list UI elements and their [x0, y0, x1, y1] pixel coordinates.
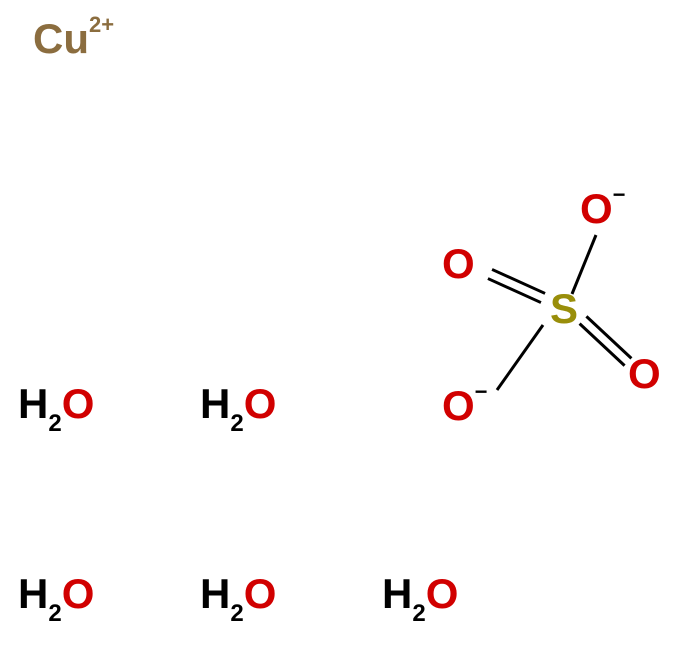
copper-charge: 2+ — [89, 12, 114, 37]
water-h: H — [200, 570, 230, 617]
water-sub: 2 — [412, 600, 425, 627]
oxygen-charge: − — [613, 182, 626, 207]
water-o: O — [62, 570, 95, 617]
water-h: H — [18, 570, 48, 617]
copper-ion: Cu2+ — [33, 15, 114, 63]
water-o: O — [62, 380, 95, 427]
oxygen-symbol: O — [442, 382, 475, 429]
water-molecule-5: H2O — [382, 570, 458, 624]
water-molecule-1: H2O — [18, 380, 94, 434]
water-o: O — [244, 570, 277, 617]
oxygen-atom-1: O− — [580, 185, 626, 233]
water-sub: 2 — [48, 410, 61, 437]
water-molecule-2: H2O — [200, 380, 276, 434]
oxygen-atom-2: O — [442, 240, 475, 288]
water-o: O — [244, 380, 277, 427]
water-h: H — [382, 570, 412, 617]
oxygen-charge: − — [475, 379, 488, 404]
oxygen-symbol: O — [580, 185, 613, 232]
oxygen-atom-3: O− — [442, 382, 488, 430]
water-sub: 2 — [48, 600, 61, 627]
sulfur-atom: S — [550, 285, 578, 333]
water-h: H — [200, 380, 230, 427]
water-sub: 2 — [230, 600, 243, 627]
sulfate-bonds — [0, 0, 692, 661]
water-o: O — [426, 570, 459, 617]
water-molecule-3: H2O — [18, 570, 94, 624]
water-sub: 2 — [230, 410, 243, 437]
copper-symbol: Cu — [33, 15, 89, 62]
oxygen-symbol: O — [628, 350, 661, 397]
oxygen-atom-4: O — [628, 350, 661, 398]
oxygen-symbol: O — [442, 240, 475, 287]
sulfur-symbol: S — [550, 285, 578, 332]
water-molecule-4: H2O — [200, 570, 276, 624]
water-h: H — [18, 380, 48, 427]
